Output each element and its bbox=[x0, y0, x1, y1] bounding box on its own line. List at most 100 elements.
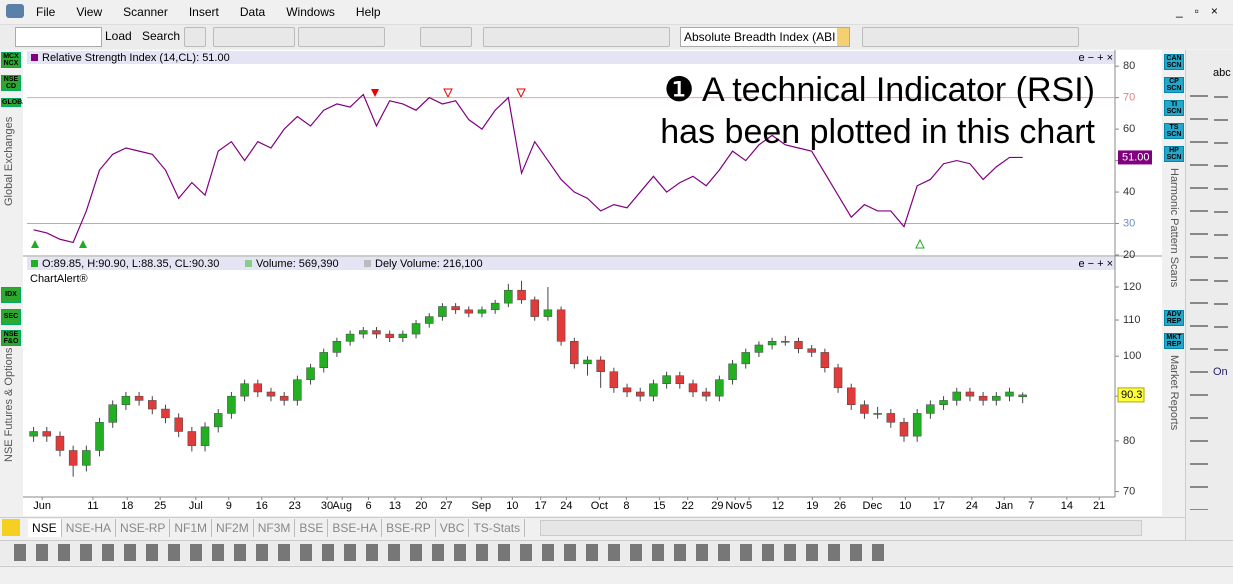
legend-swatch bbox=[245, 260, 252, 267]
exchange-tab[interactable]: NF2M bbox=[212, 519, 254, 537]
exchange-button[interactable]: MCX NCX bbox=[1, 52, 21, 68]
candle-body bbox=[148, 400, 157, 410]
scan-button[interactable]: HP SCN bbox=[1164, 146, 1184, 162]
window-controls[interactable]: _▫× bbox=[1176, 4, 1230, 18]
panel-controls[interactable]: e − + × bbox=[1078, 258, 1113, 270]
y-tick-label: 80 bbox=[1123, 435, 1135, 447]
search-button[interactable]: Search bbox=[142, 29, 181, 43]
menu-item[interactable]: Insert bbox=[188, 5, 219, 19]
exchange-tab[interactable]: BSE-HA bbox=[328, 519, 383, 537]
candle-body bbox=[372, 330, 381, 335]
tool-icons[interactable] bbox=[1190, 90, 1208, 510]
chart-background bbox=[23, 50, 1162, 516]
tool-icons[interactable] bbox=[213, 27, 295, 47]
futures-button[interactable]: SEC bbox=[1, 309, 21, 325]
candle-body bbox=[570, 341, 579, 365]
exchange-tab[interactable]: TS-Stats bbox=[469, 519, 526, 537]
candle-body bbox=[68, 450, 78, 466]
symbol-input[interactable] bbox=[15, 27, 102, 47]
legend-swatch bbox=[31, 54, 38, 61]
legend-swatch bbox=[31, 260, 38, 267]
candle-body bbox=[978, 395, 988, 401]
candle-body bbox=[952, 391, 961, 401]
candle-body bbox=[543, 309, 553, 317]
load-button[interactable]: Load bbox=[105, 29, 132, 43]
candle-body bbox=[29, 431, 38, 437]
candle-body bbox=[635, 391, 645, 397]
candle-body bbox=[939, 400, 948, 405]
x-tick-label: Jan bbox=[995, 500, 1013, 512]
tool-icons[interactable] bbox=[420, 27, 472, 47]
dropdown-arrow[interactable] bbox=[837, 28, 849, 46]
exchange-tab[interactable]: NSE-HA bbox=[62, 519, 117, 537]
candle-body bbox=[187, 431, 197, 446]
exchange-button[interactable]: NSE CD bbox=[1, 75, 21, 91]
panel-controls[interactable]: e − + × bbox=[1078, 52, 1113, 64]
candle-body bbox=[134, 395, 144, 401]
candle-body bbox=[701, 391, 711, 397]
rsi-line bbox=[33, 93, 1023, 244]
x-tick-label: 12 bbox=[772, 500, 784, 512]
candle-body bbox=[846, 387, 856, 405]
report-button[interactable]: ADV REP bbox=[1164, 310, 1184, 326]
horizontal-scrollbar[interactable] bbox=[540, 520, 1142, 536]
scan-button[interactable]: TI SCN bbox=[1164, 100, 1184, 116]
scan-button[interactable]: TS SCN bbox=[1164, 123, 1184, 139]
x-tick-label: 10 bbox=[899, 500, 911, 512]
tool-icon[interactable] bbox=[184, 27, 206, 47]
futures-button[interactable]: IDX bbox=[1, 287, 21, 303]
text-tool[interactable]: abc bbox=[1213, 67, 1231, 79]
menu-item[interactable]: Help bbox=[355, 5, 381, 19]
snap-toggle[interactable]: On bbox=[1213, 366, 1228, 378]
tool-icons[interactable] bbox=[862, 27, 1079, 47]
exchange-tab[interactable]: NSE-RP bbox=[116, 519, 171, 537]
candle-body bbox=[675, 375, 685, 384]
y-tick-label: 70 bbox=[1123, 92, 1135, 104]
candle-body bbox=[741, 352, 750, 365]
tab-icon[interactable] bbox=[2, 519, 20, 536]
exchange-tab[interactable]: BSE bbox=[295, 519, 329, 537]
menu-item[interactable]: File bbox=[36, 5, 56, 19]
indicator-select[interactable]: Absolute Breadth Index (ABI bbox=[680, 27, 850, 47]
menu-item[interactable]: Scanner bbox=[123, 5, 168, 19]
exchange-tabs: NSE NSE-HA NSE-RP NF1M NF2M NF3M BSE BSE-HA BSE-… bbox=[28, 519, 526, 537]
menu-item[interactable]: Data bbox=[239, 5, 266, 19]
futures-button[interactable]: NSE F&O bbox=[1, 330, 21, 346]
menu-item[interactable]: Windows bbox=[286, 5, 335, 19]
exchange-tab[interactable]: VBC bbox=[436, 519, 470, 537]
x-tick-label: 26 bbox=[834, 500, 846, 512]
tool-icons[interactable] bbox=[1214, 90, 1228, 360]
menu-item[interactable]: View bbox=[76, 5, 103, 19]
candle-body bbox=[715, 379, 724, 397]
exchange-tab[interactable]: NF3M bbox=[254, 519, 296, 537]
scan-button[interactable]: CAN SCN bbox=[1164, 54, 1184, 70]
exchange-button[interactable]: GLOBAL bbox=[1, 98, 32, 107]
candle-body bbox=[385, 333, 394, 338]
candle-body bbox=[240, 383, 249, 397]
tab-bar: NSE NSE-HA NSE-RP NF1M NF2M NF3M BSE BSE-HA BSE-… bbox=[0, 517, 1185, 538]
tool-icons[interactable] bbox=[10, 544, 890, 561]
candle-body bbox=[926, 404, 935, 414]
y-tick-label: 80 bbox=[1123, 60, 1135, 72]
candle-body bbox=[108, 404, 117, 423]
report-button[interactable]: MKT REP bbox=[1164, 333, 1184, 349]
chart-layer: 8070605040302051.00120110100908070Jun111… bbox=[27, 60, 1152, 512]
signal-marker bbox=[371, 89, 379, 97]
legend-swatch bbox=[364, 260, 371, 267]
x-tick-label: 14 bbox=[1061, 500, 1073, 512]
candle-body bbox=[161, 408, 170, 419]
candle-body bbox=[332, 341, 342, 353]
exchange-tab[interactable]: NF1M bbox=[170, 519, 213, 537]
exchange-tab[interactable]: NSE bbox=[28, 519, 62, 537]
x-tick-label: 20 bbox=[415, 500, 427, 512]
tool-icons[interactable] bbox=[483, 27, 670, 47]
menu-bar: File View Scanner Insert Data Windows Help _▫× bbox=[0, 0, 1233, 25]
x-tick-label: 8 bbox=[623, 500, 629, 512]
x-tick-label: Sep bbox=[472, 500, 492, 512]
x-tick-label: 17 bbox=[933, 500, 945, 512]
candle-body bbox=[504, 289, 513, 304]
exchange-tab[interactable]: BSE-RP bbox=[382, 519, 436, 537]
tool-icons[interactable] bbox=[298, 27, 385, 47]
x-tick-label: 6 bbox=[366, 500, 372, 512]
scan-button[interactable]: CP SCN bbox=[1164, 77, 1184, 93]
